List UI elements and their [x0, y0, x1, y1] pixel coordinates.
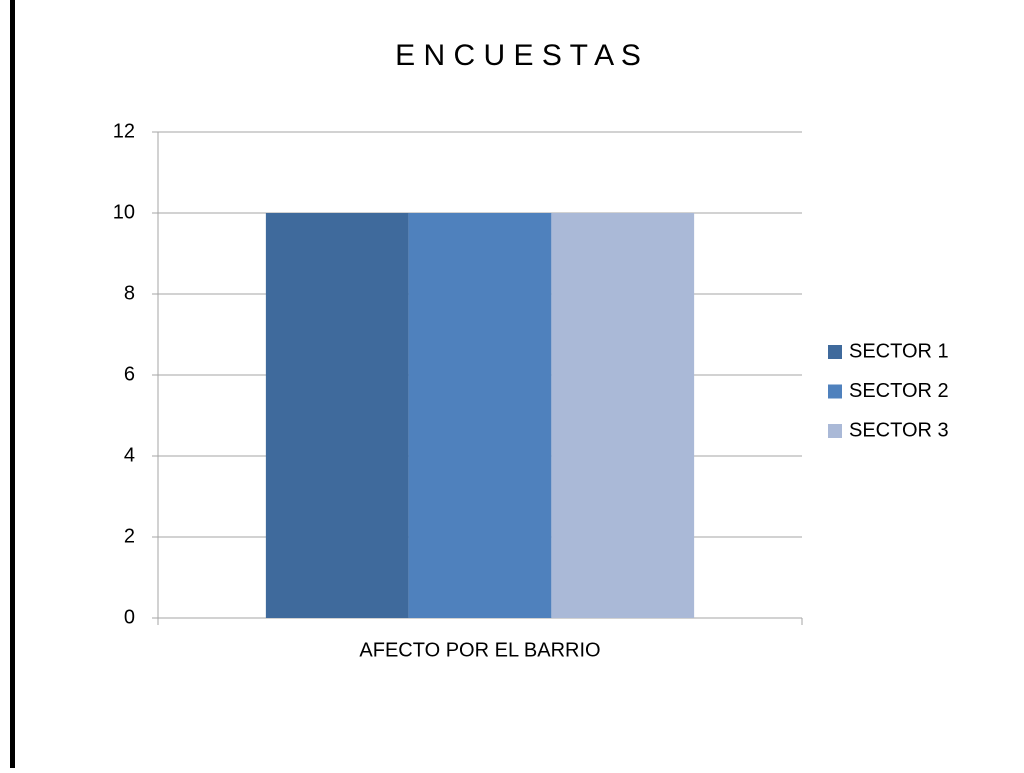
y-tick-label: 0 — [124, 606, 135, 628]
legend-swatch — [828, 384, 842, 399]
x-tick-label: AFECTO POR EL BARRIO — [359, 639, 600, 661]
y-tick-label: 2 — [124, 525, 135, 547]
y-tick-label: 4 — [124, 444, 135, 466]
bar — [265, 213, 409, 618]
y-tick-label: 6 — [124, 363, 135, 385]
legend-swatch — [828, 345, 842, 359]
bar — [408, 213, 552, 618]
legend-label: SECTOR 2 — [849, 380, 949, 402]
slide-border — [10, 0, 15, 768]
chart-title: E N C U E S T A S — [395, 39, 641, 72]
legend-swatch — [828, 424, 842, 438]
legend-label: SECTOR 3 — [849, 419, 949, 441]
legend-label: SECTOR 1 — [849, 340, 949, 362]
bar — [551, 213, 695, 618]
y-tick-label: 8 — [124, 282, 135, 304]
y-tick-label: 12 — [113, 120, 135, 142]
y-tick-label: 10 — [113, 201, 135, 223]
